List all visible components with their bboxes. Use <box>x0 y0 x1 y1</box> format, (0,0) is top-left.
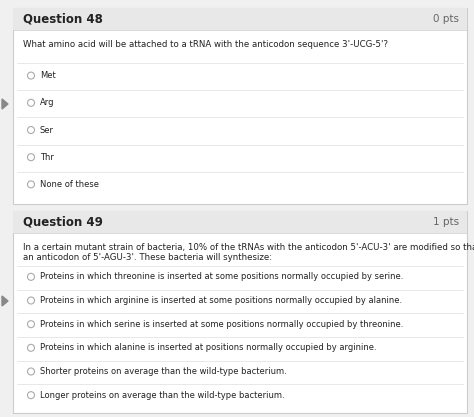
Text: Proteins in which arginine is inserted at some positions normally occupied by al: Proteins in which arginine is inserted a… <box>40 296 402 305</box>
Text: Proteins in which threonine is inserted at some positions normally occupied by s: Proteins in which threonine is inserted … <box>40 272 403 281</box>
Text: Met: Met <box>40 71 56 80</box>
FancyBboxPatch shape <box>13 8 467 204</box>
Text: Question 49: Question 49 <box>23 216 103 229</box>
FancyBboxPatch shape <box>13 211 467 233</box>
Text: Arg: Arg <box>40 98 55 107</box>
Text: Proteins in which serine is inserted at some positions normally occupied by thre: Proteins in which serine is inserted at … <box>40 320 403 329</box>
Text: Question 48: Question 48 <box>23 13 103 25</box>
Text: Ser: Ser <box>40 126 54 135</box>
Text: Shorter proteins on average than the wild-type bacterium.: Shorter proteins on average than the wil… <box>40 367 287 376</box>
Text: In a certain mutant strain of bacteria, 10% of the tRNAs with the anticodon 5'-A: In a certain mutant strain of bacteria, … <box>23 243 474 262</box>
Text: None of these: None of these <box>40 180 99 189</box>
Text: What amino acid will be attached to a tRNA with the anticodon sequence 3'-UCG-5': What amino acid will be attached to a tR… <box>23 40 388 49</box>
Text: 1 pts: 1 pts <box>433 217 459 227</box>
FancyBboxPatch shape <box>13 8 467 30</box>
Polygon shape <box>2 296 8 306</box>
Text: Longer proteins on average than the wild-type bacterium.: Longer proteins on average than the wild… <box>40 391 284 399</box>
Text: Proteins in which alanine is inserted at positions normally occupied by arginine: Proteins in which alanine is inserted at… <box>40 343 377 352</box>
Text: Thr: Thr <box>40 153 54 162</box>
Polygon shape <box>2 99 8 109</box>
FancyBboxPatch shape <box>13 211 467 413</box>
Text: 0 pts: 0 pts <box>433 14 459 24</box>
